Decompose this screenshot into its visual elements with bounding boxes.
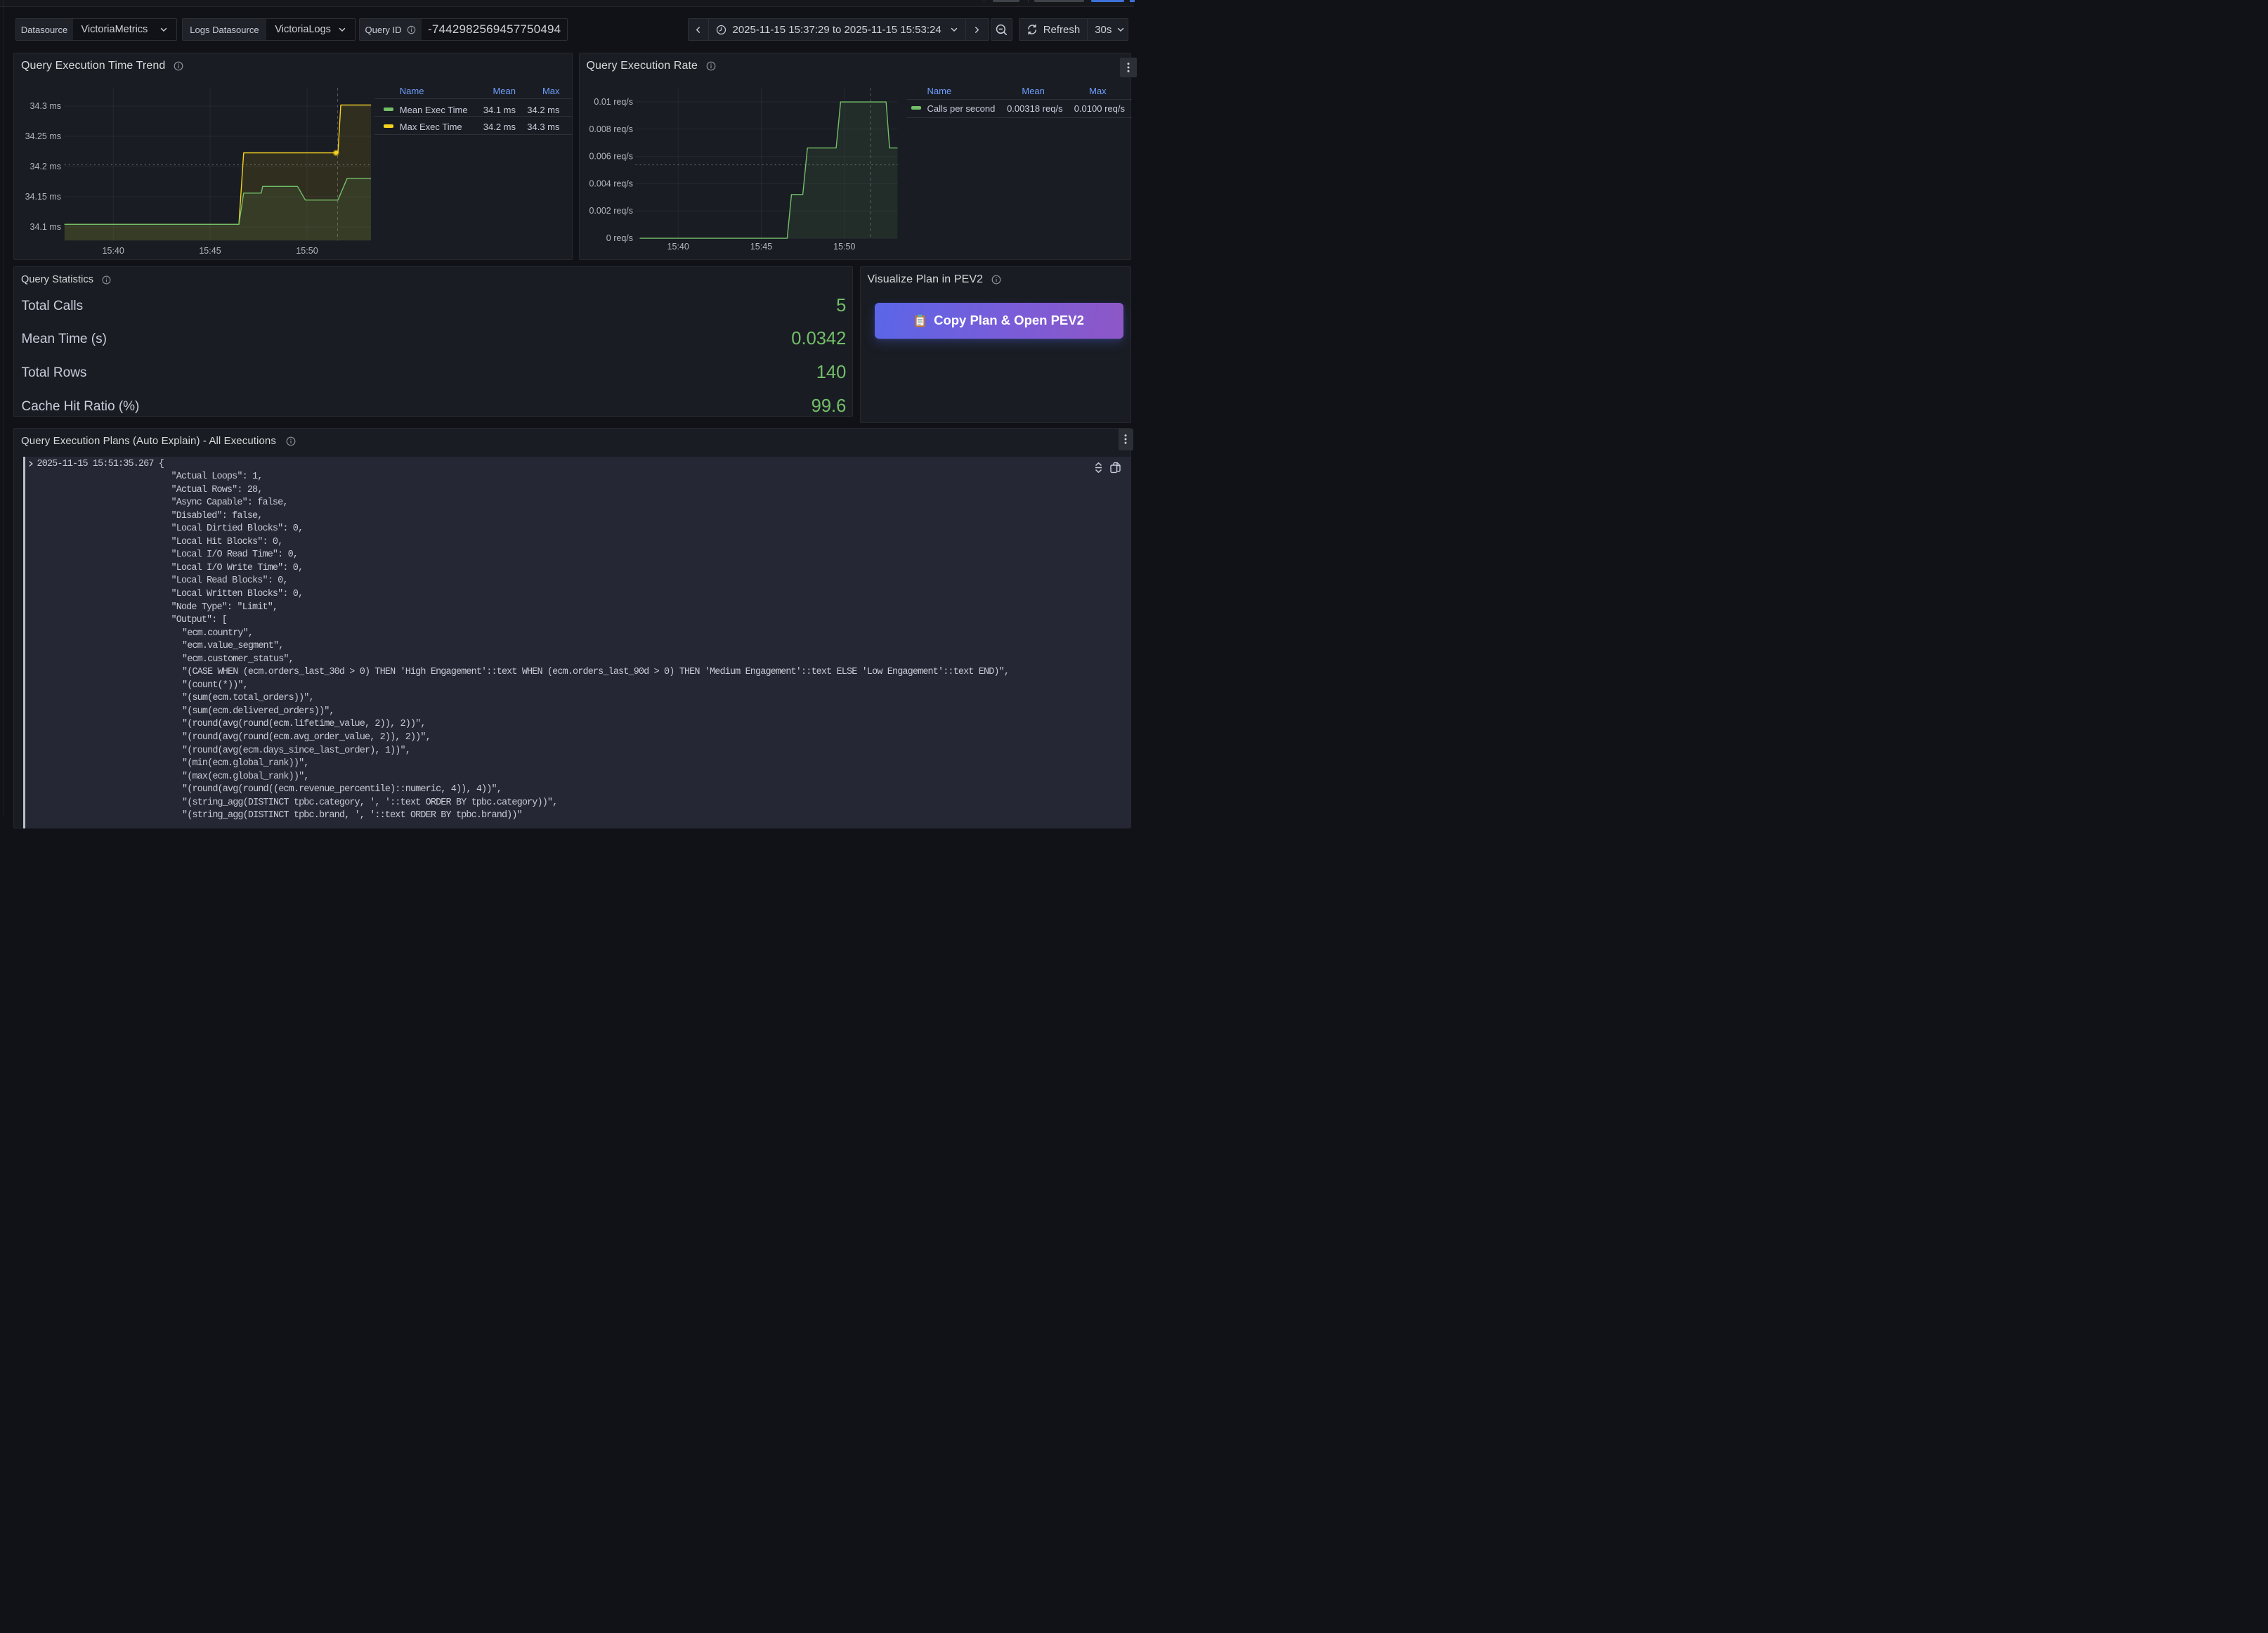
svg-text:34.15 ms: 34.15 ms [25,192,61,202]
svg-text:0.002 req/s: 0.002 req/s [589,206,633,216]
svg-text:15:45: 15:45 [750,242,771,252]
svg-text:15:50: 15:50 [296,246,318,256]
svg-text:34.2 ms: 34.2 ms [30,162,61,171]
svg-text:0.01 req/s: 0.01 req/s [594,97,633,107]
svg-text:0.008 req/s: 0.008 req/s [589,124,633,134]
svg-text:0.004 req/s: 0.004 req/s [589,178,633,188]
svg-text:34.25 ms: 34.25 ms [25,131,61,141]
svg-text:34.1 ms: 34.1 ms [30,222,61,232]
svg-text:0 req/s: 0 req/s [606,233,632,243]
svg-text:15:40: 15:40 [667,242,689,252]
svg-text:0.006 req/s: 0.006 req/s [589,152,633,162]
svg-text:15:45: 15:45 [199,246,221,256]
svg-text:15:40: 15:40 [103,246,124,256]
svg-text:15:50: 15:50 [833,242,855,252]
svg-text:34.3 ms: 34.3 ms [30,101,61,111]
